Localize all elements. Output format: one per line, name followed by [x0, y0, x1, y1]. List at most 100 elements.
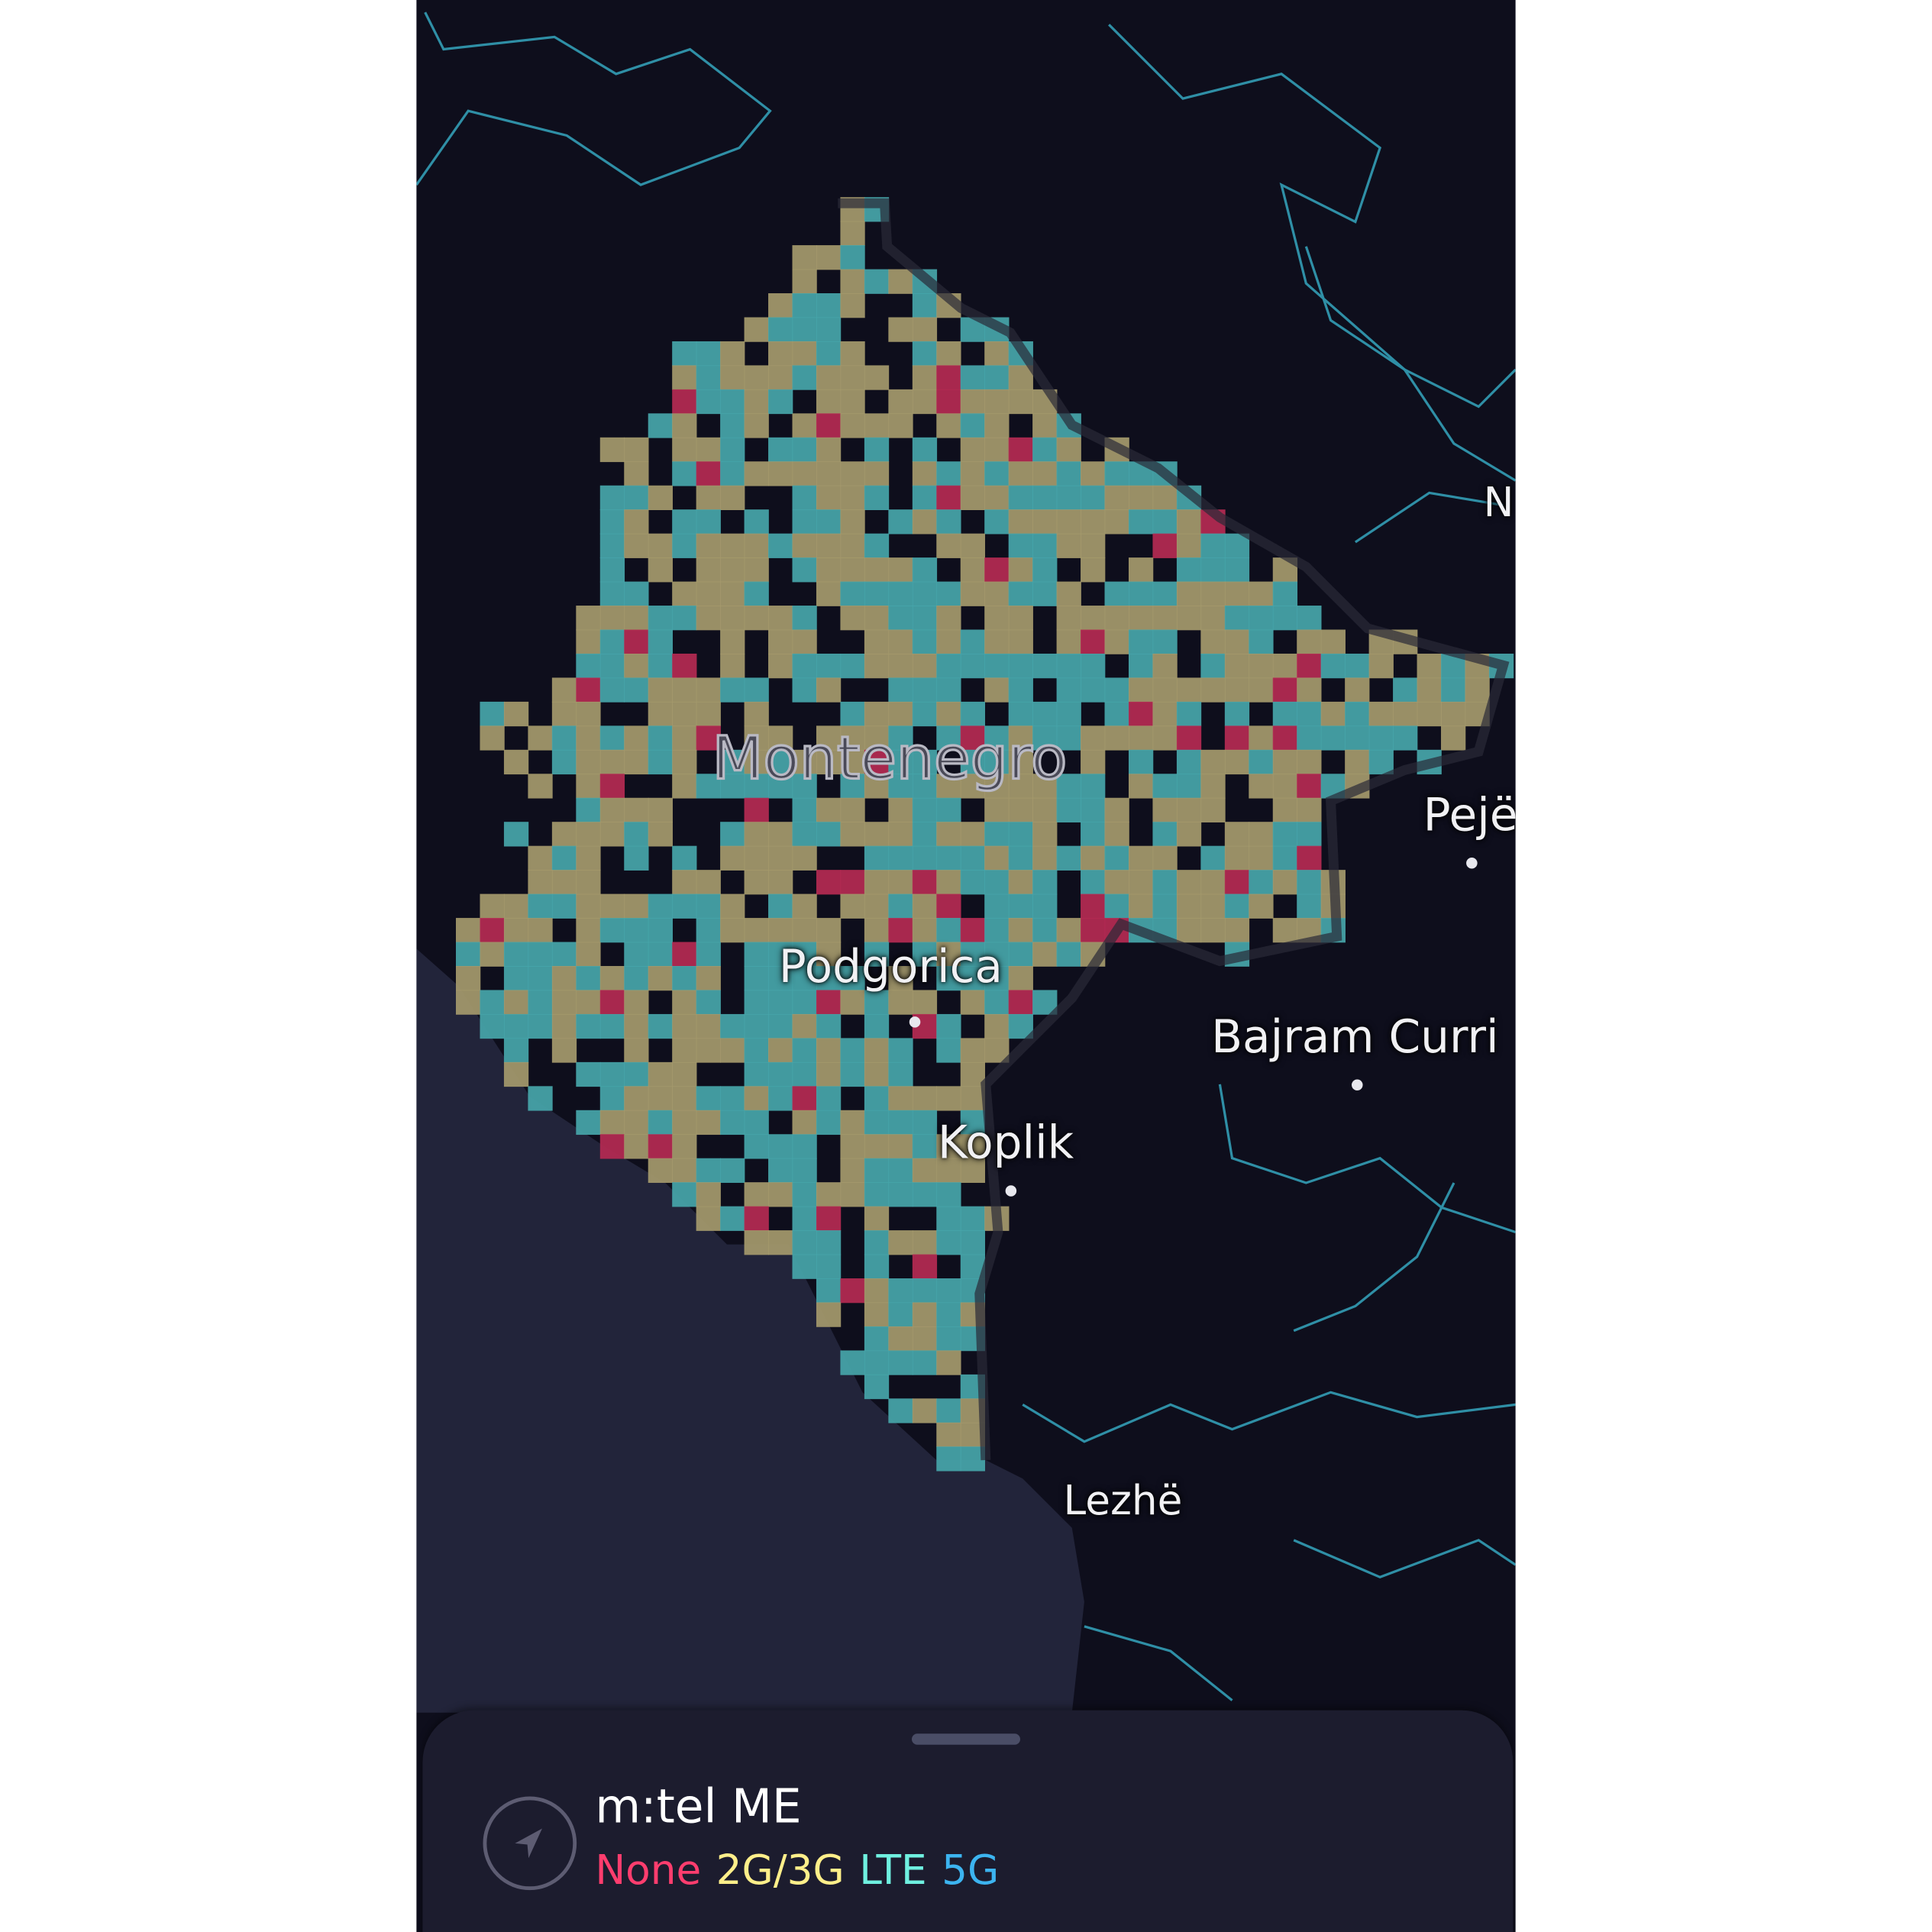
coverage-cell: [648, 1061, 673, 1087]
coverage-cell: [840, 245, 865, 270]
coverage-cell: [599, 725, 625, 751]
coverage-cell: [864, 1038, 890, 1063]
coverage-cell: [864, 461, 890, 486]
coverage-cell: [792, 749, 817, 775]
coverage-cell: [1176, 749, 1202, 775]
coverage-cell: [792, 1061, 817, 1087]
coverage-cell: [984, 870, 1010, 895]
coverage-cell: [1200, 606, 1226, 631]
coverage-cell: [1128, 774, 1154, 799]
coverage-cell: [720, 774, 745, 799]
coverage-cell: [984, 413, 1010, 438]
coverage-cell: [503, 965, 529, 991]
coverage-cell: [888, 822, 913, 847]
coverage-cell: [768, 293, 793, 318]
coverage-cell: [864, 1086, 890, 1111]
coverage-cell: [720, 365, 745, 390]
coverage-cell: [696, 485, 721, 510]
coverage-cell: [912, 774, 938, 799]
coverage-cell: [912, 1398, 938, 1423]
coverage-cell: [840, 870, 865, 895]
location-button[interactable]: [483, 1796, 577, 1891]
coverage-cell: [528, 1013, 553, 1039]
coverage-cell: [1056, 485, 1081, 510]
coverage-cell: [672, 1158, 697, 1183]
coverage-cell: [984, 653, 1010, 679]
coverage-cell: [624, 533, 649, 558]
coverage-cell: [1368, 701, 1394, 727]
coverage-map[interactable]: [416, 0, 1516, 1932]
coverage-cell: [864, 1134, 890, 1159]
coverage-cell: [936, 774, 961, 799]
coverage-cell: [888, 653, 913, 679]
coverage-cell: [1008, 918, 1033, 943]
coverage-cell: [984, 725, 1010, 751]
coverage-cell: [792, 485, 817, 510]
coverage-cell: [984, 389, 1010, 415]
coverage-cell: [936, 581, 961, 606]
coverage-cell: [840, 341, 865, 367]
place-label-peje[interactable]: Pejë: [1423, 788, 1516, 842]
coverage-cell: [1104, 677, 1129, 703]
coverage-cell: [1104, 822, 1129, 847]
coverage-cell: [551, 701, 577, 727]
coverage-cell: [840, 606, 865, 631]
coverage-cell: [1081, 918, 1106, 943]
coverage-cell: [912, 893, 938, 919]
coverage-cell: [1008, 797, 1033, 823]
coverage-cell: [1104, 701, 1129, 727]
coverage-cell: [599, 653, 625, 679]
coverage-cell: [1417, 701, 1442, 727]
coverage-cell: [912, 990, 938, 1015]
coverage-cell: [672, 990, 697, 1015]
coverage-cell: [1224, 918, 1250, 943]
map-view[interactable]: Montenegro Podgorica Pejë Bajram Curri K…: [416, 0, 1516, 1932]
legend-lte: LTE: [859, 1846, 927, 1894]
coverage-cell: [960, 629, 986, 654]
coverage-cell: [960, 413, 986, 438]
coverage-cell: [672, 509, 697, 535]
coverage-cell: [1104, 461, 1129, 486]
coverage-cell: [960, 485, 986, 510]
coverage-cell: [648, 893, 673, 919]
coverage-cell: [672, 1038, 697, 1063]
coverage-cell: [624, 822, 649, 847]
coverage-cell: [1081, 822, 1106, 847]
coverage-cell: [816, 1061, 842, 1087]
place-label-n[interactable]: N: [1483, 478, 1514, 526]
coverage-cell: [1417, 653, 1442, 679]
coverage-cell: [912, 293, 938, 318]
coverage-cell: [1056, 509, 1081, 535]
coverage-cell: [624, 1134, 649, 1159]
place-label-lezhe[interactable]: Lezhë: [1063, 1475, 1183, 1524]
coverage-cell: [1056, 918, 1081, 943]
drag-handle[interactable]: [912, 1733, 1020, 1745]
coverage-cell: [816, 797, 842, 823]
coverage-cell: [1297, 653, 1322, 679]
coverage-cell: [840, 1350, 865, 1375]
coverage-cell: [624, 965, 649, 991]
coverage-cell: [744, 1038, 769, 1063]
coverage-cell: [888, 317, 913, 342]
place-label-koplik[interactable]: Koplik: [937, 1116, 1074, 1170]
coverage-cell: [960, 1206, 986, 1231]
coverage-cell: [528, 893, 553, 919]
coverage-cell: [1224, 653, 1250, 679]
coverage-cell: [984, 990, 1010, 1015]
coverage-cell: [912, 653, 938, 679]
coverage-cell: [960, 1134, 986, 1159]
coverage-cell: [816, 533, 842, 558]
coverage-cell: [912, 870, 938, 895]
place-label-bajram-curri[interactable]: Bajram Curri: [1211, 1010, 1499, 1064]
coverage-cell: [1008, 942, 1033, 967]
coverage-cell: [720, 1038, 745, 1063]
coverage-cell: [1008, 965, 1033, 991]
coverage-cell: [672, 437, 697, 463]
coverage-cell: [936, 485, 961, 510]
place-label-podgorica[interactable]: Podgorica: [778, 940, 1003, 993]
coverage-cell: [1152, 629, 1178, 654]
coverage-cell: [864, 725, 890, 751]
coverage-cell: [503, 749, 529, 775]
coverage-cell: [936, 1206, 961, 1231]
coverage-cell: [624, 893, 649, 919]
